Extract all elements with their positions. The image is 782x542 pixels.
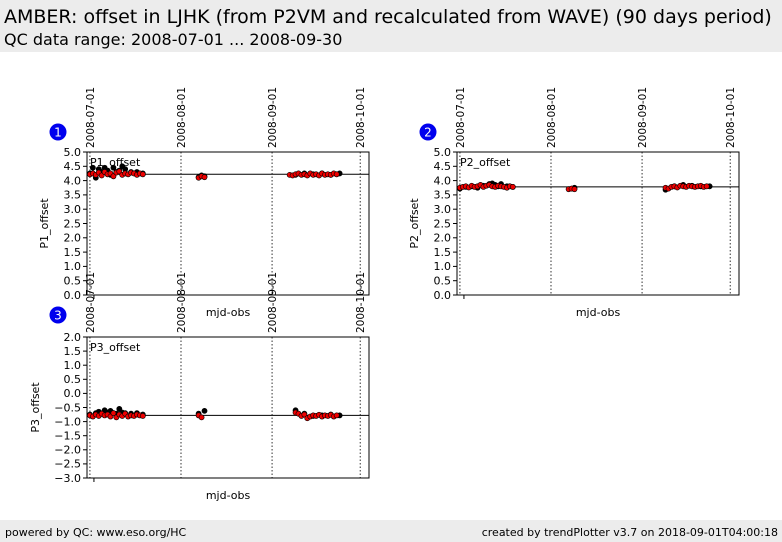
y-tick-label: 4.5: [434, 160, 452, 173]
red-data-point: [110, 173, 117, 180]
panel-badge: [49, 123, 67, 141]
y-tick-label: 4.0: [434, 174, 452, 187]
y-tick-label: 3.5: [64, 189, 82, 202]
footer-created-by: created by trendPlotter v3.7 on 2018-09-…: [481, 526, 778, 539]
y-axis-label: P3_offset: [29, 382, 42, 433]
date-tick-label: 2008-08-01: [176, 87, 188, 148]
y-tick-label: 3.5: [434, 189, 452, 202]
header-bar: AMBER: offset in LJHK (from P2VM and rec…: [0, 0, 782, 52]
y-tick-label: −2.5: [54, 458, 81, 471]
red-data-point: [703, 183, 710, 190]
black-data-point: [110, 164, 117, 171]
y-tick-label: 0.5: [434, 275, 452, 288]
date-tick-label: 2008-10-01: [355, 272, 367, 333]
y-tick-label: 2.0: [64, 331, 82, 344]
date-tick-label: 2008-10-01: [725, 87, 737, 148]
y-tick-label: 1.5: [434, 246, 452, 259]
y-tick-label: 1.5: [64, 345, 82, 358]
date-tick-label: 2008-08-01: [176, 272, 188, 333]
y-tick-label: 3.0: [434, 203, 452, 216]
page-subtitle: QC data range: 2008-07-01 ... 2008-09-30: [4, 30, 343, 49]
y-tick-label: −1.0: [54, 415, 81, 428]
red-data-point: [139, 171, 146, 178]
y-tick-label: 0.0: [64, 289, 82, 302]
red-data-point: [333, 171, 340, 178]
y-tick-label: 2.5: [64, 217, 82, 230]
y-axis-label: P1_offset: [38, 198, 51, 249]
panel-inner-label: P2_offset: [460, 156, 511, 169]
footer-bar: powered by QC: www.eso.org/HC created by…: [0, 520, 782, 542]
black-data-point: [89, 164, 96, 171]
red-data-point: [509, 183, 516, 190]
y-tick-label: 5.0: [64, 146, 82, 159]
panel-badge-number: 2: [424, 126, 432, 140]
page-title: AMBER: offset in LJHK (from P2VM and rec…: [4, 6, 772, 28]
y-tick-label: 0.5: [64, 275, 82, 288]
red-data-point: [198, 414, 205, 421]
y-tick-label: 0.0: [64, 387, 82, 400]
date-tick-label: 2008-08-01: [546, 87, 558, 148]
red-data-point: [139, 413, 146, 419]
footer-powered-by: powered by QC: www.eso.org/HC: [5, 526, 187, 539]
y-axis-label: P2_offset: [408, 198, 421, 249]
date-tick-label: 2008-10-01: [355, 87, 367, 148]
black-data-point: [201, 407, 208, 414]
y-tick-label: 2.5: [434, 217, 452, 230]
axes-frame: [456, 151, 740, 296]
panel-inner-label: P3_offset: [90, 341, 141, 354]
y-tick-label: −1.5: [54, 430, 81, 443]
red-data-point: [201, 174, 208, 181]
y-tick-label: 4.0: [64, 174, 82, 187]
x-axis-label: mjd-obs: [206, 489, 251, 502]
date-tick-label: 2008-09-01: [267, 272, 279, 333]
red-data-point: [571, 186, 578, 193]
y-tick-label: 2.0: [64, 232, 82, 245]
date-tick-label: 2008-09-01: [637, 87, 649, 148]
y-tick-label: 0.0: [434, 289, 452, 302]
y-tick-label: 2.0: [434, 232, 452, 245]
date-tick-label: 2008-07-01: [85, 272, 97, 333]
x-axis-label: mjd-obs: [576, 306, 621, 319]
y-tick-label: 1.0: [64, 260, 82, 273]
panel-badge-number: 1: [54, 126, 62, 140]
y-tick-label: −2.0: [54, 444, 81, 457]
y-tick-label: 4.5: [64, 160, 82, 173]
date-tick-label: 2008-07-01: [455, 87, 467, 148]
y-tick-label: 3.0: [64, 203, 82, 216]
axes-frame: [86, 336, 370, 479]
red-data-point: [333, 412, 340, 419]
panel-badge: [49, 306, 67, 324]
y-tick-label: 1.0: [64, 359, 82, 372]
red-data-point: [110, 410, 117, 417]
y-tick-label: 1.0: [434, 260, 452, 273]
x-axis-label: mjd-obs: [206, 306, 251, 319]
y-tick-label: −3.0: [54, 472, 81, 485]
panel-badge-number: 3: [54, 309, 62, 323]
panel-inner-label: P1_offset: [90, 156, 141, 169]
y-tick-label: 1.5: [64, 246, 82, 259]
y-tick-label: −0.5: [54, 401, 81, 414]
panel-badge: [419, 123, 437, 141]
y-tick-label: 5.0: [434, 146, 452, 159]
y-tick-label: 0.5: [64, 373, 82, 386]
date-tick-label: 2008-09-01: [267, 87, 279, 148]
date-tick-label: 2008-07-01: [85, 87, 97, 148]
